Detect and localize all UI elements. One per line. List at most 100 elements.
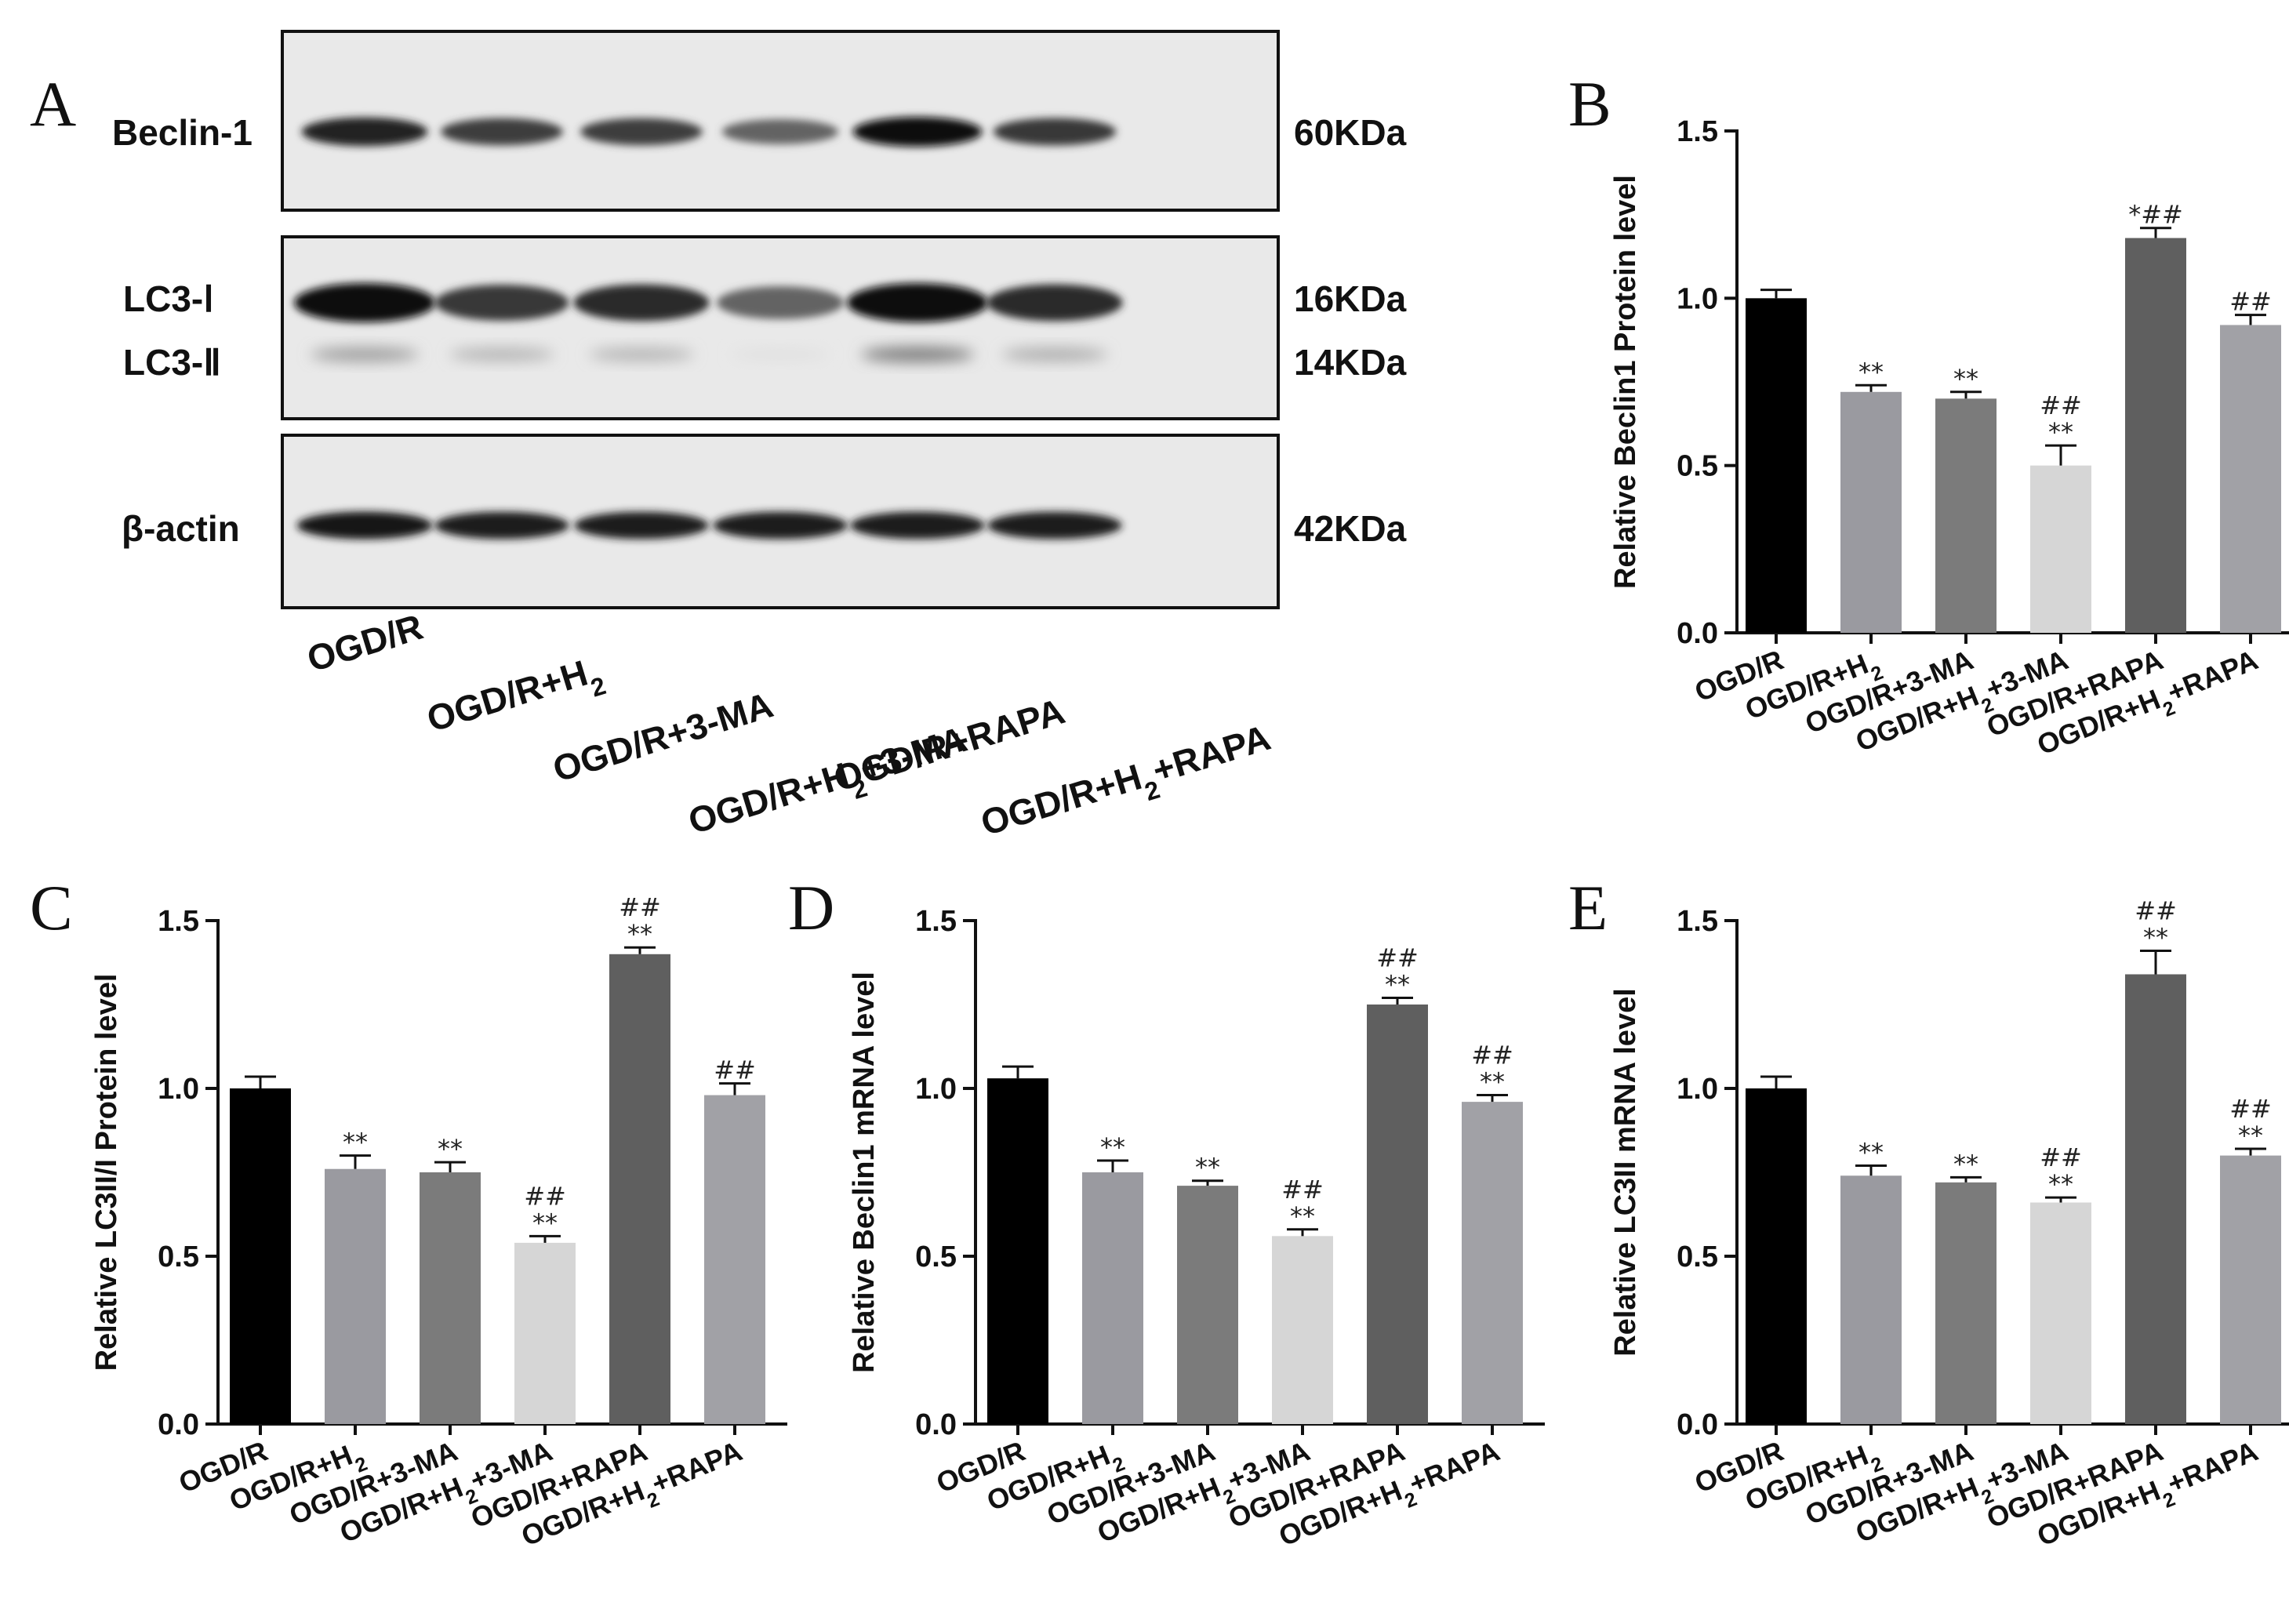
chart-c-y-tick-label: 1.5 bbox=[158, 905, 199, 938]
chart-e-significance-6: ** bbox=[2238, 1121, 2263, 1150]
chart-c-significance-5: ## bbox=[619, 892, 661, 922]
size-label-16kda: 16KDa bbox=[1294, 278, 1407, 319]
lc3-ii-band-5 bbox=[860, 347, 975, 362]
chart-d-significance-5: ** bbox=[1385, 969, 1410, 999]
chart-d-bar-5 bbox=[1367, 1005, 1428, 1424]
protein-label-lc3-i: LC3-Ⅰ bbox=[123, 278, 214, 319]
chart-d-y-label: Relative Beclin1 mRNA level bbox=[848, 972, 881, 1373]
lc3-i-band-1 bbox=[294, 283, 435, 322]
chart-c-bar-4 bbox=[514, 1242, 576, 1424]
beclin1-band-6 bbox=[993, 118, 1117, 146]
actin-band-2 bbox=[434, 511, 569, 540]
actin-band-5 bbox=[850, 511, 985, 540]
chart-d-significance-5: ## bbox=[1376, 943, 1419, 972]
beclin1-band-2 bbox=[441, 118, 563, 146]
actin-band-3 bbox=[574, 511, 709, 540]
chart-e-y-label: Relative LC3II mRNA level bbox=[1609, 988, 1642, 1357]
chart-c-significance-5: ** bbox=[627, 919, 652, 949]
chart-e-y-tick-label: 1.5 bbox=[1677, 905, 1718, 938]
chart-d-significance-6: ** bbox=[1480, 1067, 1505, 1097]
chart-b-significance-4: ** bbox=[2048, 417, 2073, 447]
chart-b-bar-3 bbox=[1935, 398, 1997, 633]
beclin1-band-1 bbox=[301, 117, 428, 147]
chart-e-significance-5: ** bbox=[2143, 923, 2168, 953]
chart-d-bar-1 bbox=[987, 1078, 1048, 1424]
panel-a-western-blot: A Beclin-1 LC3-Ⅰ LC3-Ⅱ β-actin 60KDa 16K… bbox=[30, 30, 1407, 844]
lc3-i-band-5 bbox=[847, 283, 988, 322]
actin-band-4 bbox=[713, 511, 848, 540]
chart-b-bar-4 bbox=[2030, 465, 2091, 633]
lc3-i-bands bbox=[294, 283, 1123, 322]
chart-d-significance-4: ## bbox=[1281, 1175, 1324, 1204]
chart-c-significance-4: ## bbox=[524, 1181, 566, 1211]
protein-label-beclin1: Beclin-1 bbox=[112, 112, 253, 153]
chart-c-significance-6: ## bbox=[714, 1055, 756, 1085]
lc3-membrane bbox=[281, 235, 1280, 420]
chart-b-y-tick-label: 1.0 bbox=[1677, 282, 1718, 315]
chart-b-bar-6 bbox=[2220, 325, 2281, 633]
chart-c-bar-5 bbox=[609, 954, 670, 1424]
beclin1-band-5 bbox=[852, 117, 983, 147]
lc3-ii-bands bbox=[310, 347, 1108, 362]
chart-d-significance-2: ** bbox=[1100, 1132, 1125, 1162]
chart-e-bar-1 bbox=[1746, 1088, 1807, 1424]
chart-b-significance-5: *## bbox=[2128, 200, 2183, 230]
panel-b-letter: B bbox=[1568, 68, 1611, 140]
chart-c-y-label: Relative LC3II/I Protein level bbox=[90, 974, 123, 1371]
chart-d-y-tick-label: 0.0 bbox=[915, 1408, 957, 1441]
chart-d-bar-6 bbox=[1462, 1102, 1523, 1424]
panel-c-letter: C bbox=[30, 872, 73, 943]
chart-c-bar-6 bbox=[704, 1095, 765, 1424]
chart-b-y-tick-label: 1.5 bbox=[1677, 115, 1718, 148]
chart-b-significance-4: ## bbox=[2040, 391, 2082, 420]
chart-b-y-tick-label: 0.0 bbox=[1677, 617, 1718, 650]
chart-d-significance-3: ** bbox=[1195, 1153, 1220, 1183]
chart-e-significance-6: ## bbox=[2229, 1094, 2272, 1124]
chart-c-y-tick-label: 0.0 bbox=[158, 1408, 199, 1441]
actin-band-1 bbox=[296, 511, 433, 540]
chart-b-bar-2 bbox=[1840, 391, 1902, 633]
chart-e-bar-3 bbox=[1935, 1182, 1997, 1424]
chart-c-significance-3: ** bbox=[438, 1134, 463, 1164]
chart-b-significance-2: ** bbox=[1858, 357, 1884, 387]
panel-d-letter: D bbox=[788, 872, 834, 943]
chart-d-y-tick-label: 1.0 bbox=[915, 1073, 957, 1106]
chart-e-significance-4: ** bbox=[2048, 1169, 2073, 1199]
lc3-i-band-6 bbox=[986, 284, 1123, 322]
chart-d-bar-2 bbox=[1082, 1172, 1143, 1424]
protein-label-lc3-ii: LC3-Ⅱ bbox=[123, 342, 221, 383]
chart-b-significance-6: ## bbox=[2229, 287, 2272, 317]
chart-c-bar-3 bbox=[420, 1172, 481, 1424]
size-label-42kda: 42KDa bbox=[1294, 508, 1407, 549]
lc3-ii-band-6 bbox=[1001, 347, 1108, 361]
lc3-ii-band-2 bbox=[449, 347, 555, 361]
lc3-i-band-3 bbox=[573, 284, 710, 322]
beclin1-band-4 bbox=[721, 119, 839, 144]
chart-e-significance-2: ** bbox=[1858, 1137, 1884, 1167]
lc3-ii-band-1 bbox=[310, 347, 420, 361]
chart-c-y-tick-label: 0.5 bbox=[158, 1241, 199, 1273]
chart-c-bar-1 bbox=[230, 1088, 291, 1424]
chart-b-bar-5 bbox=[2125, 238, 2186, 633]
lane-label-1: OGD/R bbox=[303, 606, 427, 680]
chart-e-significance-4: ## bbox=[2040, 1143, 2082, 1172]
chart-d: D 0.0 0.5 1.0 1.5 Relative Beclin1 mRNA level… bbox=[788, 872, 1545, 1553]
lc3-i-band-2 bbox=[434, 285, 569, 321]
beclin1-band-3 bbox=[580, 118, 703, 146]
panel-a-letter: A bbox=[30, 68, 76, 140]
lc3-ii-band-4 bbox=[731, 348, 830, 361]
chart-e-y-tick-label: 1.0 bbox=[1677, 1073, 1718, 1106]
chart-e-significance-5: ## bbox=[2135, 896, 2177, 926]
chart-b-significance-3: ** bbox=[1953, 364, 1978, 394]
chart-c-bar-2 bbox=[325, 1168, 386, 1424]
chart-c-y-tick-label: 1.0 bbox=[158, 1073, 199, 1106]
chart-d-significance-6: ## bbox=[1471, 1041, 1513, 1070]
chart-e-bar-4 bbox=[2030, 1202, 2091, 1424]
beclin1-bands bbox=[301, 117, 1117, 147]
chart-c-significance-4: ** bbox=[532, 1208, 558, 1237]
lane-labels: OGD/ROGD/R+H2OGD/R+3-MAOGD/R+H2+3-MAOGD/… bbox=[303, 606, 1275, 844]
chart-d-significance-4: ** bbox=[1290, 1201, 1315, 1231]
actin-bands bbox=[296, 511, 1122, 540]
chart-d-bar-4 bbox=[1272, 1236, 1333, 1424]
lane-label-3: OGD/R+3-MA bbox=[548, 684, 778, 790]
